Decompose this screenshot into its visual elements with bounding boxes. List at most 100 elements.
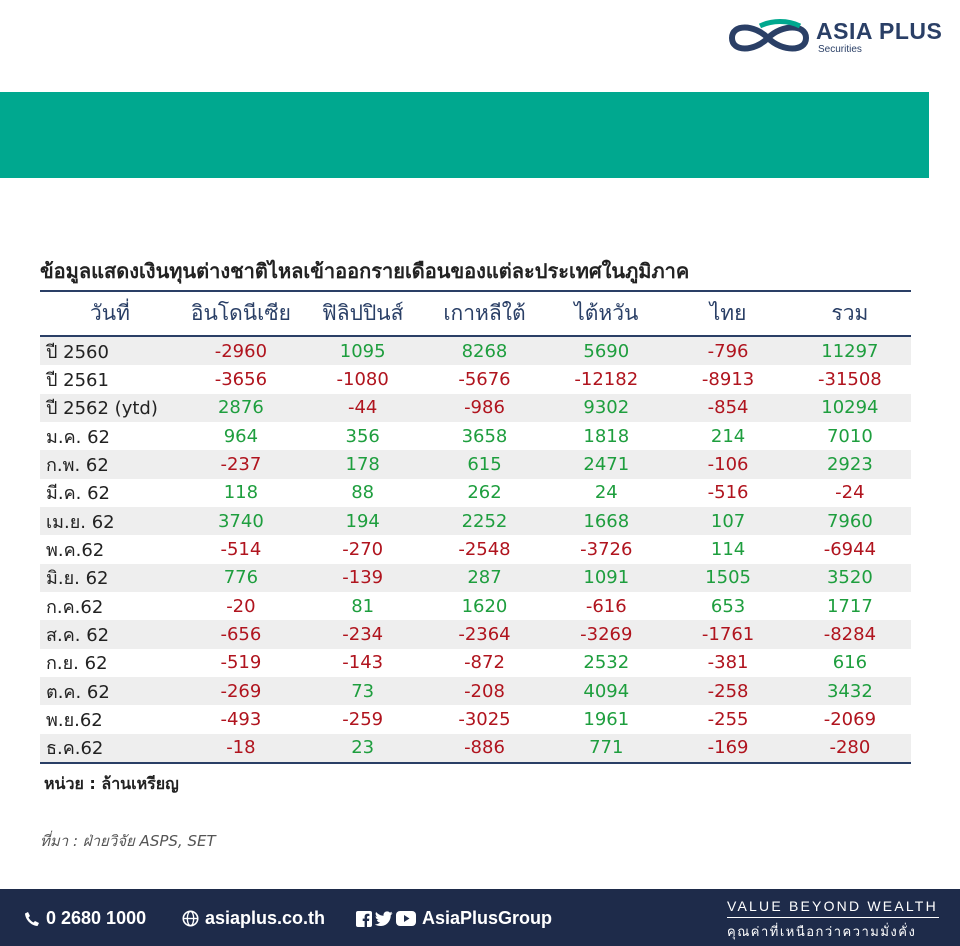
footer-bar: 0 2680 1000 asiaplus.co.th AsiaPlusGroup… bbox=[0, 889, 960, 946]
row-label: มี.ค. 62 bbox=[46, 483, 110, 505]
table-cell: 88 bbox=[351, 482, 375, 504]
table-row: ม.ค. 62 964 356 3658 1818 214 7010 bbox=[40, 422, 911, 450]
table-cell: 178 bbox=[345, 453, 380, 475]
table-cell: 11297 bbox=[821, 340, 879, 362]
table-cell: -259 bbox=[342, 708, 384, 730]
table-header-row: วันที่ อินโดนีเซีย ฟิลิปปินส์ เกาหลีใต้ ไต้ห… bbox=[40, 292, 911, 337]
website-link: asiaplus.co.th bbox=[205, 908, 326, 928]
table-cell: 2252 bbox=[461, 510, 508, 532]
table-body: ปี 2560 -2960 1095 8268 5690 -796 11297 ปี 2561… bbox=[40, 337, 911, 762]
table-row: พ.ย.62 -493 -259 -3025 1961 -255 -2069 bbox=[40, 705, 911, 733]
table-cell: -2548 bbox=[458, 538, 511, 560]
table-cell: -106 bbox=[707, 453, 749, 475]
table-cell: -270 bbox=[342, 538, 384, 560]
table-cell: 114 bbox=[710, 538, 746, 560]
table-cell: -208 bbox=[464, 680, 505, 702]
table-cell: -854 bbox=[707, 397, 749, 419]
table-cell: 1818 bbox=[583, 425, 630, 447]
table-row: ปี 2562 (ytd) 2876 -44 -986 9302 -854 10294 bbox=[40, 393, 911, 422]
footer-website[interactable]: asiaplus.co.th bbox=[182, 908, 325, 929]
page-title: ข้อมูลแสดงเงินทุนต่างชาติไหลเข้าออกรายเด… bbox=[40, 259, 690, 283]
table-cell: 8268 bbox=[461, 340, 508, 362]
table-row: มิ.ย. 62 776 -139 287 1091 1505 3520 bbox=[40, 563, 911, 592]
table-cell: 776 bbox=[223, 567, 259, 589]
footer-phone[interactable]: 0 2680 1000 bbox=[24, 908, 146, 929]
table-cell: -3656 bbox=[214, 368, 268, 390]
column-header: อินโดนีเซีย bbox=[190, 301, 291, 325]
table-cell: 1620 bbox=[461, 595, 508, 617]
table-cell: 3520 bbox=[826, 567, 873, 589]
tagline-th: คุณค่าที่เหนือกว่าความมั่งคั่ง bbox=[727, 924, 917, 939]
globe-icon bbox=[182, 910, 199, 927]
asia-plus-logo: ASIA PLUS Securities bbox=[724, 14, 944, 58]
tagline-divider bbox=[727, 917, 939, 918]
table-cell: 2471 bbox=[583, 453, 630, 475]
table-cell: 262 bbox=[467, 482, 502, 504]
table-cell: -269 bbox=[220, 680, 262, 702]
table-cell: 1717 bbox=[826, 595, 873, 617]
facebook-icon bbox=[356, 910, 372, 927]
source-note: ที่มา : ฝ่ายวิจัย ASPS, SET bbox=[40, 832, 216, 850]
table-cell: 1668 bbox=[583, 510, 630, 532]
table-cell: -3025 bbox=[458, 708, 511, 730]
table-cell: 5690 bbox=[583, 340, 630, 362]
table-cell: 7960 bbox=[826, 510, 873, 532]
table-row: มี.ค. 62 118 88 262 24 -516 -24 bbox=[40, 479, 911, 507]
row-label: พ.ย.62 bbox=[46, 709, 103, 731]
table-row: ก.ค.62 -20 81 1620 -616 653 1717 bbox=[40, 592, 911, 620]
table-cell: -20 bbox=[226, 595, 256, 617]
row-label: ส.ค. 62 bbox=[46, 624, 110, 646]
table-cell: 356 bbox=[345, 425, 380, 447]
table-cell: 24 bbox=[594, 482, 618, 504]
infinity-logo-icon bbox=[728, 19, 810, 52]
table-cell: 2532 bbox=[583, 652, 630, 674]
row-label: ธ.ค.62 bbox=[46, 738, 104, 760]
unit-note: หน่วย : ล้านเหรียญ bbox=[44, 774, 179, 793]
footer-social[interactable]: AsiaPlusGroup bbox=[356, 908, 552, 929]
table-cell: -237 bbox=[220, 453, 262, 475]
table-cell: 7010 bbox=[826, 425, 873, 447]
table-cell: -258 bbox=[707, 680, 749, 702]
flow-table: วันที่ อินโดนีเซีย ฟิลิปปินส์ เกาหลีใต้ ไต้ห… bbox=[40, 290, 911, 764]
tagline: VALUE BEYOND WEALTH คุณค่าที่เหนือกว่าคว… bbox=[727, 898, 940, 942]
column-header: เกาหลีใต้ bbox=[443, 301, 526, 325]
brand-name: ASIA PLUS bbox=[816, 18, 943, 44]
column-header: วันที่ bbox=[90, 301, 130, 325]
table-cell: 3740 bbox=[217, 510, 264, 532]
social-handle: AsiaPlusGroup bbox=[422, 908, 553, 928]
table-cell: -31508 bbox=[818, 368, 882, 390]
table-cell: 616 bbox=[832, 652, 868, 674]
table-cell: 73 bbox=[351, 680, 375, 702]
table-cell: -139 bbox=[342, 567, 384, 589]
table-cell: -5676 bbox=[458, 368, 511, 390]
table-cell: -3726 bbox=[580, 538, 633, 560]
table-row: ส.ค. 62 -656 -234 -2364 -3269 -1761 -8284 bbox=[40, 620, 911, 649]
table-row: ก.ย. 62 -519 -143 -872 2532 -381 616 bbox=[40, 649, 911, 677]
table-cell: -1080 bbox=[336, 368, 389, 390]
column-header: ไทย bbox=[709, 301, 747, 325]
table-cell: 4094 bbox=[583, 680, 630, 702]
table-cell: 3658 bbox=[461, 425, 508, 447]
table-cell: -12182 bbox=[574, 368, 639, 390]
table-cell: -2069 bbox=[823, 708, 877, 730]
row-label: เม.ย. 62 bbox=[46, 511, 115, 533]
row-label: ก.ย. 62 bbox=[46, 653, 108, 675]
table-cell: -255 bbox=[707, 708, 749, 730]
table-cell: -796 bbox=[707, 340, 749, 362]
table-row: พ.ค.62 -514 -270 -2548 -3726 114 -6944 bbox=[40, 535, 911, 563]
table-cell: -656 bbox=[220, 623, 262, 645]
table-cell: 615 bbox=[467, 453, 502, 475]
table-cell: -986 bbox=[464, 397, 505, 419]
table-cell: -2364 bbox=[458, 623, 511, 645]
table-cell: -169 bbox=[707, 737, 749, 759]
table-cell: 118 bbox=[223, 482, 259, 504]
header-band bbox=[0, 92, 929, 178]
column-header: ฟิลิปปินส์ bbox=[321, 301, 404, 325]
row-label: ปี 2561 bbox=[46, 370, 109, 391]
tagline-en: VALUE BEYOND WEALTH bbox=[727, 898, 938, 914]
table-cell: 964 bbox=[223, 425, 259, 447]
table-cell: 10294 bbox=[821, 397, 879, 419]
table-cell: 81 bbox=[351, 595, 375, 617]
table-cell: -2960 bbox=[214, 340, 268, 362]
table-cell: 107 bbox=[710, 510, 746, 532]
